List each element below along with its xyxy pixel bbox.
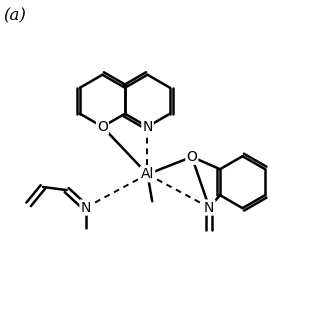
Text: N: N	[80, 201, 91, 214]
Text: O: O	[187, 150, 197, 164]
Text: N: N	[204, 201, 214, 214]
Text: O: O	[97, 120, 108, 134]
Text: (a): (a)	[4, 7, 27, 24]
Text: N: N	[142, 120, 153, 134]
Text: Al: Al	[141, 167, 154, 181]
